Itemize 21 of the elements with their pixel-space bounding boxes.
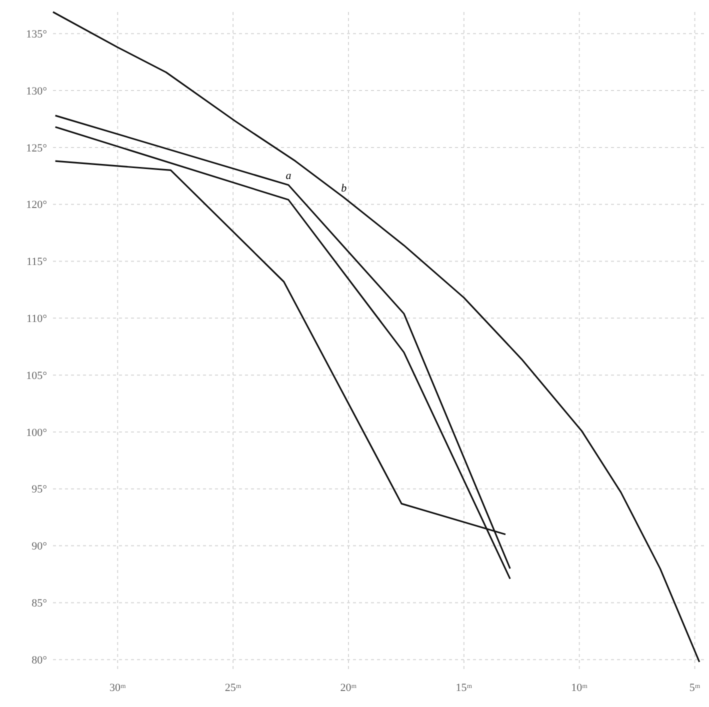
x-tick-label: 30ᵐ (109, 682, 126, 694)
x-tick-label: 10ᵐ (571, 682, 588, 694)
y-tick-label: 100° (26, 426, 47, 439)
line-series (52, 11, 700, 663)
y-tick-label: 135° (26, 28, 47, 40)
y-tick-label: 80° (32, 654, 47, 666)
y-tick-label: 105° (26, 370, 47, 382)
y-tick-label: 125° (26, 142, 47, 154)
y-tick-label: 95° (32, 484, 47, 496)
y-tick-label: 120° (26, 199, 47, 212)
x-tick-label: 20ᵐ (340, 682, 358, 694)
x-tick-label: 15ᵐ (456, 682, 473, 694)
y-tick-label: 130° (26, 85, 47, 98)
annotation: b (341, 182, 348, 195)
x-tick-label: 25ᵐ (224, 682, 242, 694)
y-tick-label: 85° (32, 598, 47, 610)
y-tick-label: 90° (32, 540, 47, 553)
annotation: a (286, 170, 292, 182)
y-tick-label: 115° (26, 256, 47, 268)
x-tick-label: 5ᵐ (689, 682, 701, 694)
y-tick-label: 110° (26, 313, 47, 326)
